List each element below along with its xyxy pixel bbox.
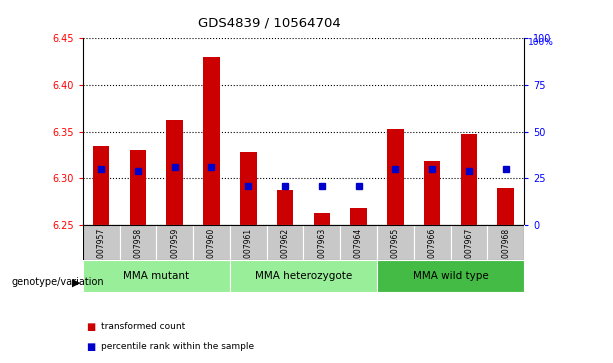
Bar xyxy=(83,260,230,292)
Bar xyxy=(230,260,377,292)
Text: ■: ■ xyxy=(86,342,95,352)
Bar xyxy=(204,57,220,225)
Bar xyxy=(314,213,330,225)
Text: GSM1007959: GSM1007959 xyxy=(170,228,179,279)
Bar xyxy=(277,191,293,225)
Bar xyxy=(340,225,377,260)
Bar xyxy=(487,225,524,260)
Text: MMA heterozygote: MMA heterozygote xyxy=(255,271,352,281)
Bar xyxy=(267,225,303,260)
Bar xyxy=(156,225,193,260)
Bar xyxy=(351,208,367,225)
Bar xyxy=(414,225,451,260)
Text: GSM1007968: GSM1007968 xyxy=(501,228,510,279)
Bar xyxy=(230,225,267,260)
Bar xyxy=(498,188,514,225)
Text: percentile rank within the sample: percentile rank within the sample xyxy=(101,342,254,351)
Bar xyxy=(193,225,230,260)
Bar xyxy=(461,134,478,225)
Text: genotype/variation: genotype/variation xyxy=(11,277,104,287)
Text: GSM1007957: GSM1007957 xyxy=(97,228,105,279)
Text: GSM1007961: GSM1007961 xyxy=(244,228,253,279)
Bar xyxy=(120,225,156,260)
Bar xyxy=(130,150,147,225)
Text: transformed count: transformed count xyxy=(101,322,185,331)
Bar xyxy=(377,225,414,260)
Text: GSM1007958: GSM1007958 xyxy=(134,228,142,279)
Text: GSM1007965: GSM1007965 xyxy=(391,228,400,279)
Text: GDS4839 / 10564704: GDS4839 / 10564704 xyxy=(199,16,341,29)
Text: GSM1007966: GSM1007966 xyxy=(428,228,436,279)
Bar xyxy=(240,152,257,225)
Text: GSM1007967: GSM1007967 xyxy=(465,228,473,279)
Bar xyxy=(424,162,440,225)
Bar xyxy=(377,260,524,292)
Text: ▶: ▶ xyxy=(72,277,81,287)
Bar xyxy=(167,121,183,225)
Bar xyxy=(93,146,110,225)
Text: GSM1007960: GSM1007960 xyxy=(207,228,216,279)
Text: ■: ■ xyxy=(86,322,95,332)
Text: MMA mutant: MMA mutant xyxy=(123,271,189,281)
Bar xyxy=(303,225,340,260)
Text: GSM1007962: GSM1007962 xyxy=(281,228,289,279)
Text: GSM1007964: GSM1007964 xyxy=(354,228,363,279)
Text: GSM1007963: GSM1007963 xyxy=(318,228,326,279)
Bar xyxy=(387,129,404,225)
Bar xyxy=(83,225,120,260)
Text: 100%: 100% xyxy=(528,38,554,47)
Bar xyxy=(451,225,487,260)
Text: MMA wild type: MMA wild type xyxy=(413,271,489,281)
